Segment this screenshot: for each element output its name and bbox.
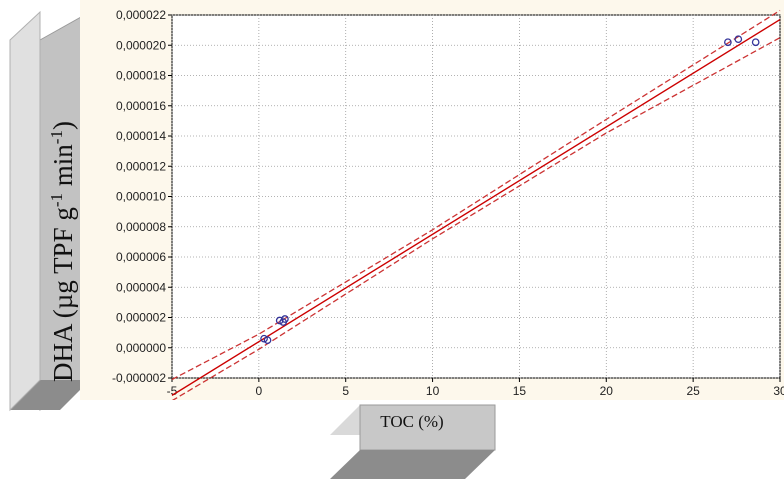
x-tick-label-3: 10	[426, 384, 440, 398]
confidence-upper	[171, 9, 781, 381]
y-axis-title-end: )	[48, 121, 78, 130]
y-axis-title-mid: min	[48, 144, 78, 193]
data-point-0	[260, 334, 268, 343]
y-tick-label-6: 0,000010	[116, 190, 166, 204]
data-points	[260, 35, 760, 345]
x-ticks: -5 0 5 10 15 20 25 30	[167, 378, 784, 398]
y-tick-label-2: 0,000002	[116, 311, 166, 325]
regression-line	[171, 18, 781, 396]
y-axis-title-main: DHA (µg TPF g	[48, 207, 78, 382]
x-tick-label-6: 25	[686, 384, 700, 398]
data-point-6	[734, 35, 743, 44]
data-point-5	[724, 38, 732, 47]
y-label-box-bottom	[10, 380, 90, 410]
y-tick-label-8: 0,000014	[116, 129, 166, 143]
x-axis-title: TOC (%)	[380, 412, 443, 431]
y-tick-label-7: 0,000012	[116, 159, 166, 173]
x-tick-label-7: 30	[773, 384, 784, 398]
confidence-lower	[171, 37, 781, 400]
y-label-box-side	[9, 10, 41, 412]
y-axis-title-sup1: -1	[47, 193, 66, 207]
data-point-2	[275, 316, 284, 325]
confidence-band	[171, 9, 781, 400]
y-ticks: -0,000002 0,000000 0,000002 0,000004 0,00000…	[112, 8, 172, 385]
y-tick-label-9: 0,000016	[116, 99, 166, 113]
y-tick-label-11: 0,000020	[116, 38, 166, 52]
y-tick-label-4: 0,000006	[116, 250, 166, 264]
data-point-1	[263, 336, 272, 345]
scatter-chart: -0,000002 0,000000 0,000002 0,000004 0,00000…	[80, 0, 784, 400]
x-tick-label-0: -5	[167, 384, 178, 398]
x-axis-label-panel: TOC (%)	[330, 404, 496, 479]
y-tick-label-3: 0,000004	[116, 280, 166, 294]
y-axis-title: DHA (µg TPF g-1 min-1)	[47, 121, 78, 382]
x-tick-label-2: 5	[342, 384, 349, 398]
y-tick-label-0: -0,000002	[112, 371, 166, 385]
x-tick-label-1: 0	[256, 384, 263, 398]
grid-lines	[171, 14, 781, 379]
x-tick-label-4: 15	[513, 384, 527, 398]
y-tick-label-12: 0,000022	[116, 8, 166, 22]
data-point-4	[279, 318, 288, 326]
y-axis-title-sup2: -1	[47, 130, 66, 144]
data-point-7	[751, 38, 760, 47]
y-axis-label-panel: DHA (µg TPF g-1 min-1)	[9, 10, 91, 412]
x-label-box-bottom	[330, 450, 495, 479]
y-tick-label-5: 0,000008	[116, 220, 166, 234]
y-tick-label-1: 0,000000	[116, 341, 166, 355]
regression-line-group	[171, 18, 781, 396]
y-tick-label-10: 0,000018	[116, 69, 166, 83]
x-tick-label-5: 20	[600, 384, 614, 398]
